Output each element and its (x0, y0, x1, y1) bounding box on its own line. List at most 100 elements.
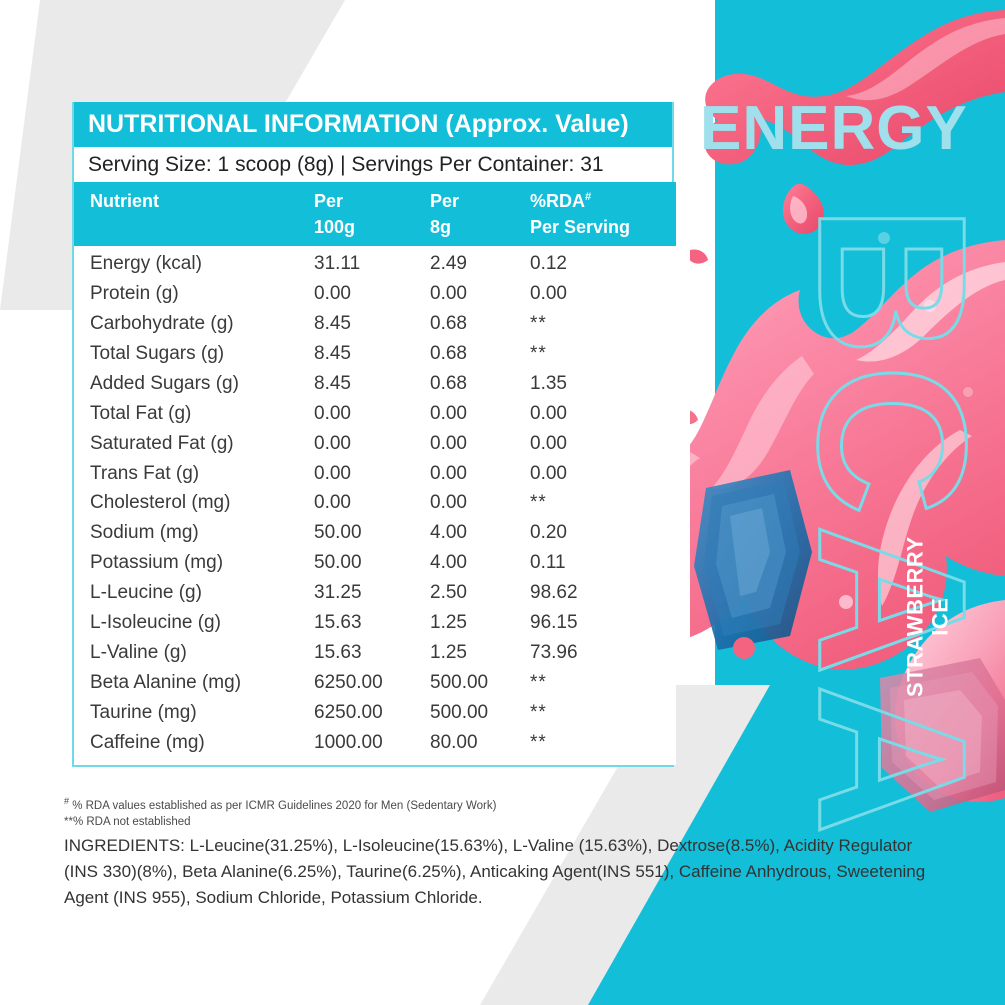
table-row: Added Sugars (g) 8.45 0.68 1.35 (74, 368, 676, 399)
serving-size-line: Serving Size: 1 scoop (8g) | Servings Pe… (74, 146, 672, 182)
nutrient-per-8g: 0.00 (430, 278, 530, 309)
nutrient-per-100g: 31.25 (314, 578, 430, 609)
nutrient-per-100g: 0.00 (314, 278, 430, 309)
nutrient-name: Taurine (mg) (74, 698, 314, 728)
flavor-line-1: STRAWBERRY (902, 536, 928, 697)
nutrient-per-8g: 1.25 (430, 608, 530, 639)
table-row: L-Isoleucine (g) 15.63 1.25 96.15 (74, 608, 676, 639)
nutrient-per-100g: 8.45 (314, 308, 430, 339)
nutrient-per-8g: 0.68 (430, 308, 530, 339)
nutrient-per-100g: 6250.00 (314, 668, 430, 698)
table-row: Cholesterol (mg) 0.00 0.00 ** (74, 488, 676, 519)
header-per100-line2: 100g (314, 211, 430, 246)
footnote-hash-marker: # (64, 796, 69, 807)
table-row: L-Valine (g) 15.63 1.25 73.96 (74, 638, 676, 669)
table-row: Beta Alanine (mg) 6250.00 500.00 ** (74, 668, 676, 698)
header-rda-line2: Per Serving (530, 211, 676, 246)
nutrient-per-8g: 1.25 (430, 638, 530, 669)
nutrient-per-100g: 8.45 (314, 368, 430, 399)
header-per8-line1: Per (430, 181, 530, 212)
nutrient-per-8g: 0.68 (430, 338, 530, 369)
nutrient-per-100g: 15.63 (314, 638, 430, 669)
nutrient-name: Energy (kcal) (74, 245, 314, 279)
table-row: Sodium (mg) 50.00 4.00 0.20 (74, 518, 676, 549)
header-per8-line2: 8g (430, 211, 530, 246)
nutrient-rda-per-serving: 1.35 (530, 368, 676, 399)
nutrient-per-100g: 0.00 (314, 428, 430, 459)
nutrient-per-8g: 500.00 (430, 668, 530, 698)
nutrient-rda-per-serving: 0.00 (530, 458, 676, 489)
header-rda-label: %RDA (530, 190, 586, 211)
footnote-rda-basis: # % RDA values established as per ICMR G… (64, 796, 684, 814)
header-rda-line1: %RDA# (530, 181, 676, 212)
footnotes: # % RDA values established as per ICMR G… (64, 796, 684, 831)
ingredients-text: INGREDIENTS: L-Leucine(31.25%), L-Isoleu… (64, 836, 926, 907)
flavor-line-2: ICE (927, 597, 952, 636)
brand-bcaa-outline-text: BCAA (773, 203, 1005, 845)
nutrient-rda-per-serving: 0.00 (530, 428, 676, 459)
nutrient-per-8g: 0.00 (430, 488, 530, 519)
nutrition-table-body: Energy (kcal) 31.11 2.49 0.12 Protein (g) 0.0… (74, 245, 676, 765)
rda-footnote-marker: # (585, 190, 592, 203)
table-header-row-2: 100g 8g Per Serving (74, 211, 676, 246)
header-per100-line1: Per (314, 181, 430, 212)
nutrient-per-100g: 1000.00 (314, 727, 430, 765)
nutrient-name: Total Fat (g) (74, 398, 314, 429)
table-header-row-1: Nutrient Per Per %RDA# (74, 181, 676, 246)
nutrient-rda-per-serving: ** (530, 338, 676, 369)
nutrition-table-head: Nutrient Per Per %RDA# 100g 8g Per Servi… (74, 181, 676, 246)
nutrient-per-8g: 80.00 (430, 727, 530, 765)
brand-energy-text: ENERGY (700, 94, 968, 163)
nutrient-rda-per-serving: 0.12 (530, 245, 676, 279)
nutrient-per-8g: 500.00 (430, 698, 530, 728)
nutrient-name: Total Sugars (g) (74, 338, 314, 369)
nutrient-rda-per-serving: 98.62 (530, 578, 676, 609)
table-row: Caffeine (mg) 1000.00 80.00 ** (74, 727, 676, 765)
nutrient-per-100g: 0.00 (314, 398, 430, 429)
nutrient-name: Sodium (mg) (74, 518, 314, 549)
nutrient-name: L-Valine (g) (74, 638, 314, 669)
nutrient-name: L-Isoleucine (g) (74, 608, 314, 639)
nutrient-name: Cholesterol (mg) (74, 488, 314, 519)
nutrition-table: Nutrient Per Per %RDA# 100g 8g Per Servi… (74, 181, 676, 765)
nutrient-per-8g: 2.50 (430, 578, 530, 609)
nutrient-name: Trans Fat (g) (74, 458, 314, 489)
nutrient-rda-per-serving: ** (530, 488, 676, 519)
table-row: Taurine (mg) 6250.00 500.00 ** (74, 698, 676, 728)
nutrient-name: Added Sugars (g) (74, 368, 314, 399)
nutrient-per-100g: 0.00 (314, 488, 430, 519)
nutrient-name: Carbohydrate (g) (74, 308, 314, 339)
nutrient-rda-per-serving: 0.00 (530, 398, 676, 429)
nutrient-rda-per-serving: 0.00 (530, 278, 676, 309)
panel-title: NUTRITIONAL INFORMATION (Approx. Value) (74, 102, 672, 147)
nutrient-per-8g: 2.49 (430, 245, 530, 279)
nutrient-per-8g: 0.00 (430, 458, 530, 489)
nutrient-per-8g: 4.00 (430, 518, 530, 549)
nutrient-name: Caffeine (mg) (74, 727, 314, 765)
table-row: Total Fat (g) 0.00 0.00 0.00 (74, 398, 676, 429)
nutrient-name: Potassium (mg) (74, 548, 314, 579)
nutrient-name: Beta Alanine (mg) (74, 668, 314, 698)
table-row: Potassium (mg) 50.00 4.00 0.11 (74, 548, 676, 579)
nutrient-rda-per-serving: ** (530, 308, 676, 339)
nutrient-per-100g: 0.00 (314, 458, 430, 489)
table-row: Energy (kcal) 31.11 2.49 0.12 (74, 245, 676, 279)
table-row: Trans Fat (g) 0.00 0.00 0.00 (74, 458, 676, 489)
nutrient-name: Saturated Fat (g) (74, 428, 314, 459)
nutrient-name: L-Leucine (g) (74, 578, 314, 609)
footnote-rda-basis-text: % RDA values established as per ICMR Gui… (69, 800, 497, 812)
nutrient-rda-per-serving: ** (530, 668, 676, 698)
nutrient-rda-per-serving: ** (530, 727, 676, 765)
nutrient-per-100g: 15.63 (314, 608, 430, 639)
flavor-name: STRAWBERRY ICE (902, 507, 952, 727)
nutrition-facts-panel: NUTRITIONAL INFORMATION (Approx. Value) … (72, 102, 676, 767)
table-row: Saturated Fat (g) 0.00 0.00 0.00 (74, 428, 676, 459)
table-row: Carbohydrate (g) 8.45 0.68 ** (74, 308, 676, 339)
footnote-rda-not-established: **% RDA not established (64, 816, 191, 829)
nutrient-per-8g: 0.68 (430, 368, 530, 399)
nutrient-per-100g: 50.00 (314, 518, 430, 549)
nutrient-rda-per-serving: 73.96 (530, 638, 676, 669)
nutrient-rda-per-serving: 96.15 (530, 608, 676, 639)
nutrient-per-100g: 8.45 (314, 338, 430, 369)
